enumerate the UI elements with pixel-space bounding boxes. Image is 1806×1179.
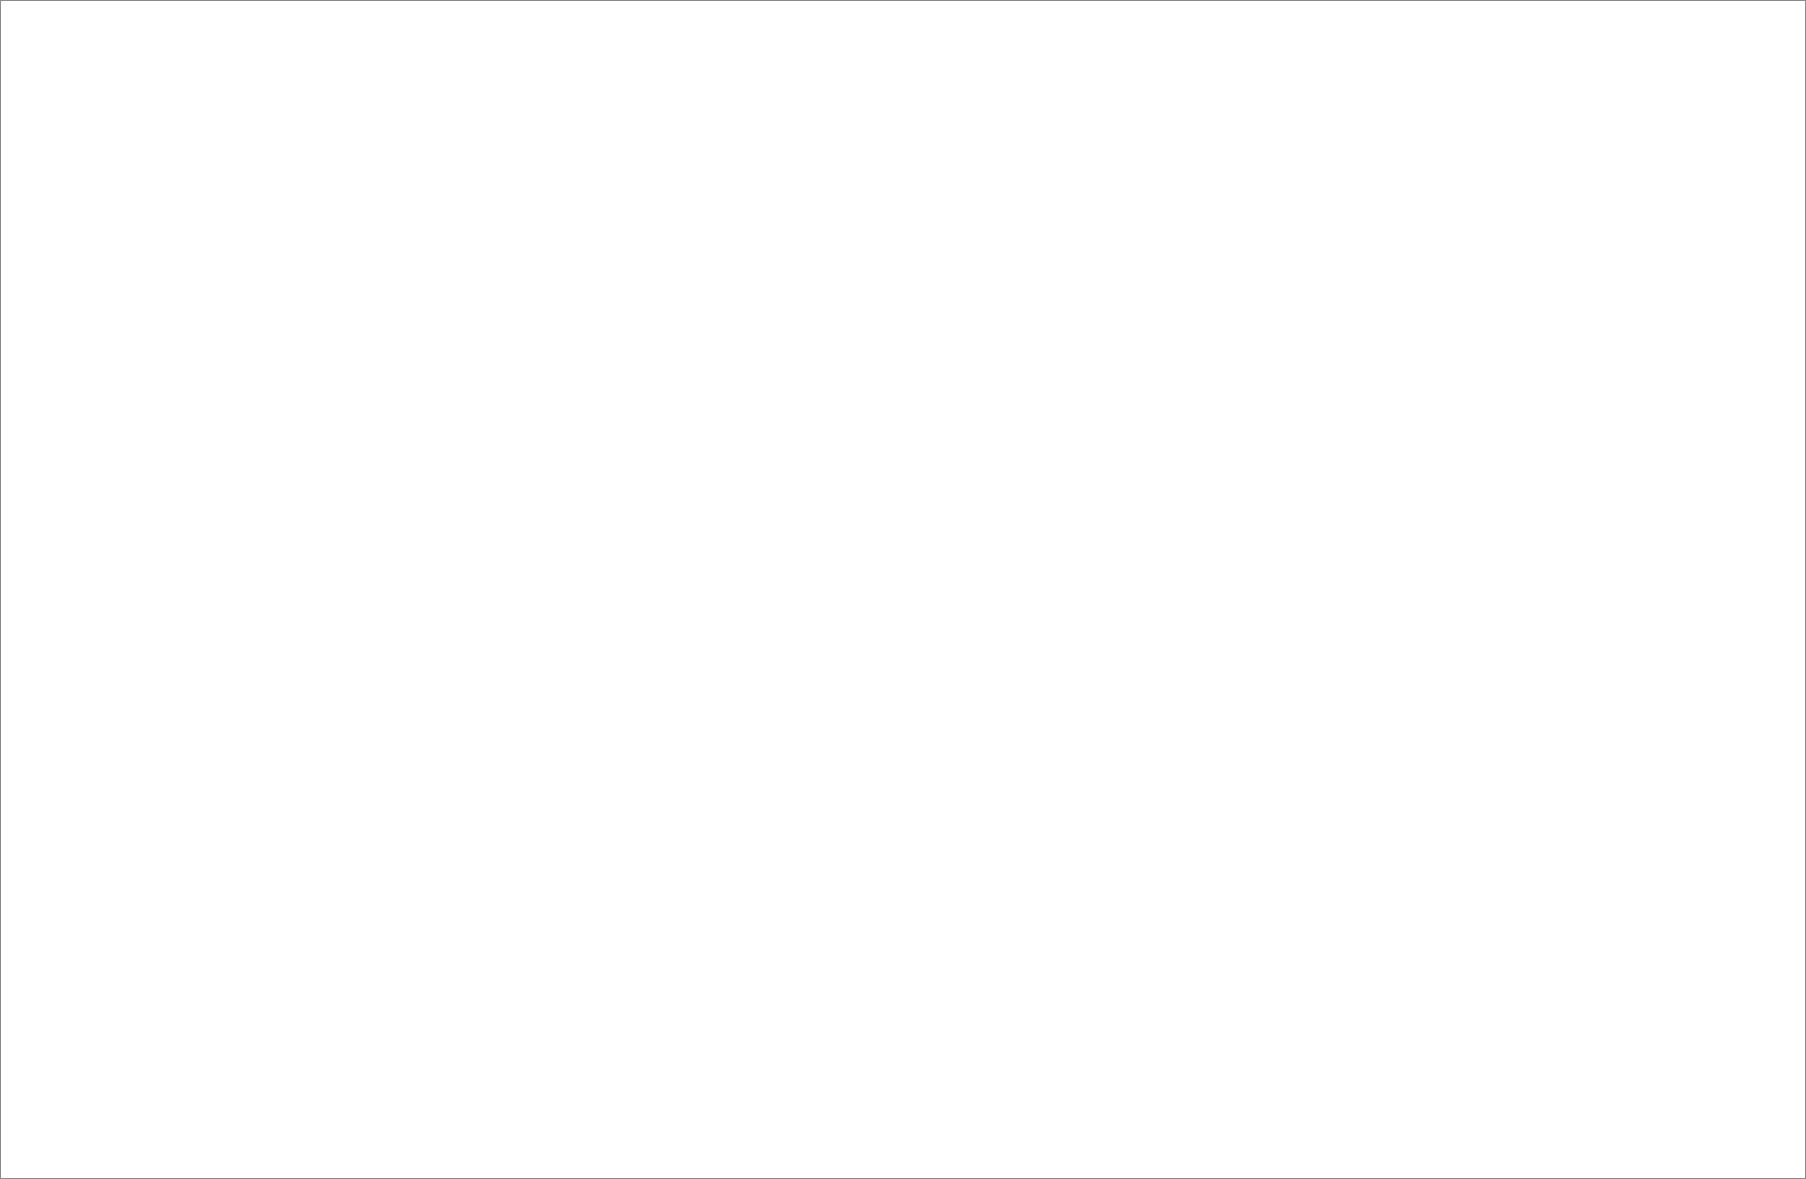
blank-canvas xyxy=(0,0,1806,1179)
